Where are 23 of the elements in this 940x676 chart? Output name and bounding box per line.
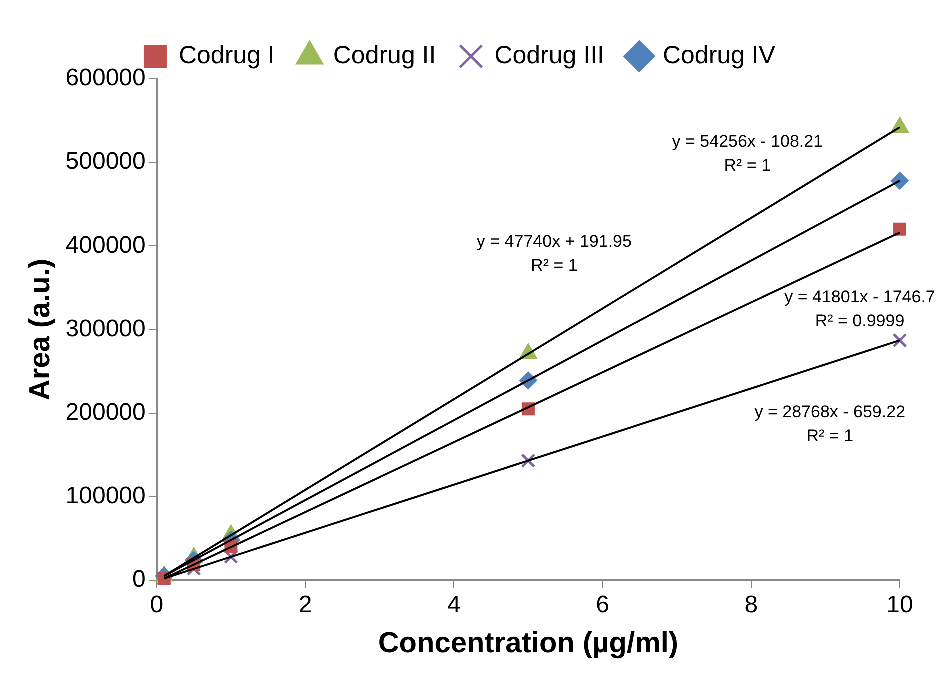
- legend-label: Codrug IV: [662, 41, 776, 70]
- annotation: y = 54256x - 108.21 R² = 1: [672, 132, 824, 175]
- y-tick-label: 100000: [66, 482, 146, 510]
- y-tick-label: 500000: [66, 148, 146, 176]
- legend-label: Codrug III: [494, 41, 604, 70]
- x-tick-label: 6: [596, 591, 610, 618]
- legend-label: Codrug II: [333, 41, 436, 70]
- x-tick-label: 0: [150, 591, 164, 618]
- annotation: y = 47740x + 191.95 R² = 1: [476, 232, 632, 276]
- y-tick-label: 400000: [66, 232, 146, 259]
- annotation: y = 28768x - 659.22 R² = 1: [754, 402, 906, 446]
- x-tick-label: 10: [886, 591, 914, 618]
- y-axis-title: Area (a.u.): [24, 258, 56, 401]
- legend-label: Codrug I: [178, 41, 275, 70]
- x-tick-label: 2: [298, 591, 312, 618]
- y-tick-label: 600000: [66, 64, 146, 92]
- x-tick-label: 4: [447, 591, 461, 618]
- annotation: y = 41801x - 1746.7 R² = 0.9999: [784, 287, 936, 330]
- x-axis-title: Concentration (µg/ml): [378, 628, 679, 660]
- y-tick-label: 200000: [66, 398, 146, 426]
- x-tick-label: 8: [744, 591, 758, 618]
- y-tick-label: 0: [132, 566, 146, 594]
- y-tick-label: 300000: [66, 315, 146, 342]
